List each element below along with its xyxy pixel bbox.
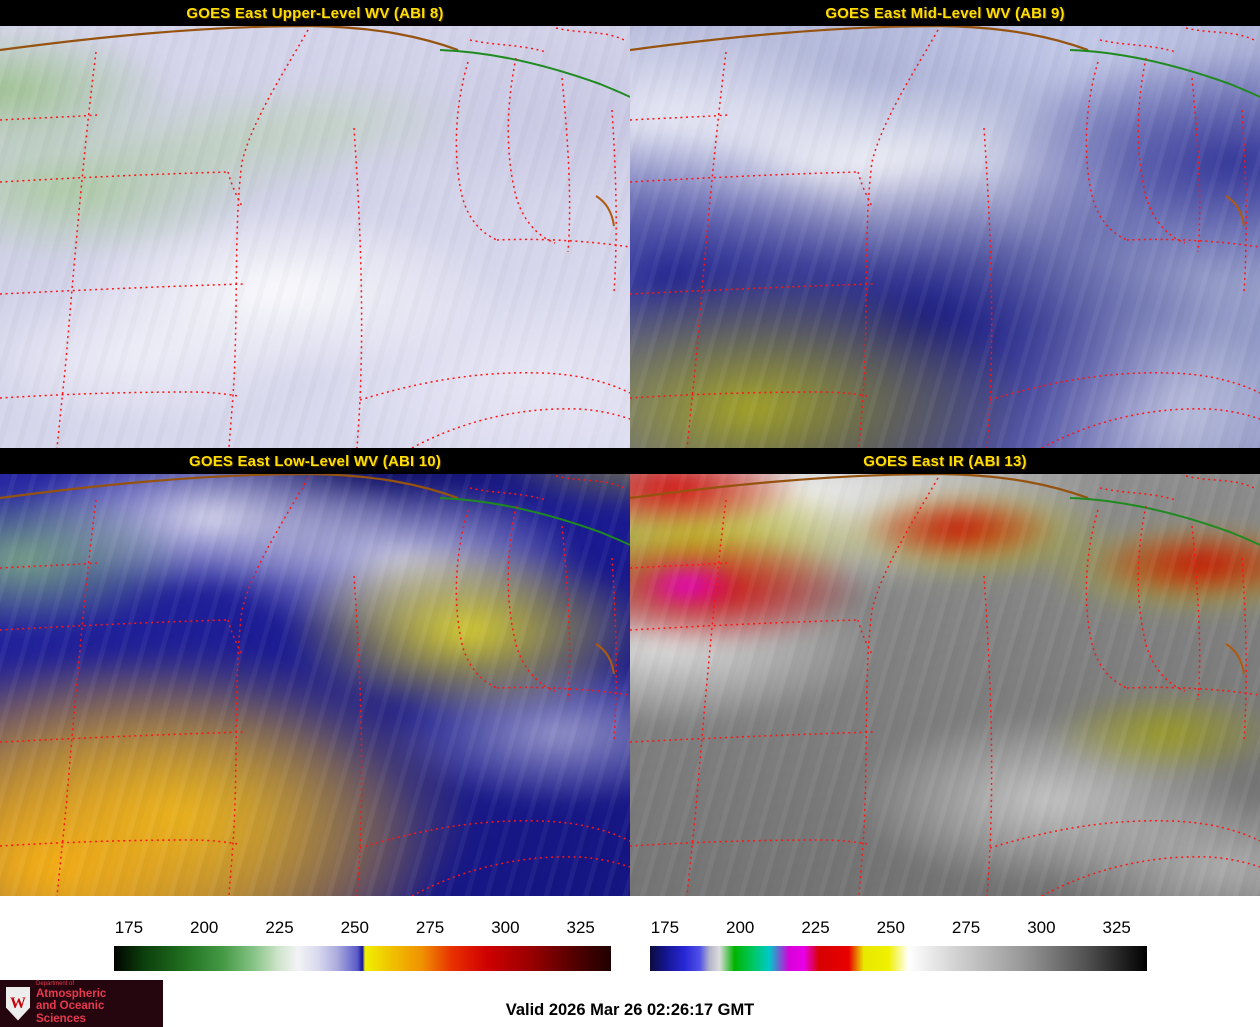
colorbar-ir-gradient [650,946,1147,971]
panel-title-text: GOES East Mid-Level WV (ABI 9) [825,4,1065,22]
panel-title-bar: GOES East IR (ABI 13) [630,448,1260,474]
panel-low-level-wv: GOES East Low-Level WV (ABI 10) [0,448,630,896]
valid-time: Valid 2026 Mar 26 02:26:17 GMT [505,1001,755,1019]
satellite-image-abi10 [0,448,630,896]
uw-aos-logo: W Department of Atmospheric and Oceanic … [0,980,163,1027]
satellite-image-abi13 [630,448,1260,896]
panel-title-text: GOES East IR (ABI 13) [863,452,1027,470]
colorbar-wv-ticks: 175 200 225 250 275 300 325 [114,918,611,942]
panel-title-bar: GOES East Upper-Level WV (ABI 8) [0,0,630,26]
logo-line1: Atmospheric [36,987,107,1000]
colorbar-wv-gradient [114,946,611,971]
panel-upper-level-wv: GOES East Upper-Level WV (ABI 8) [0,0,630,448]
logo-line2: and Oceanic Sciences [36,1000,105,1026]
colorbar-tick-label: 300 [1027,918,1056,937]
cloud-texture [0,448,630,896]
colorbar-tick-label: 325 [566,918,595,937]
state-boundaries-overlay [630,24,1260,448]
panel-title-bar: GOES East Mid-Level WV (ABI 9) [630,0,1260,26]
state-boundaries-overlay [630,472,1260,896]
colorbar-tick-label: 275 [415,918,445,937]
colorbar-tick-label: 200 [726,918,755,937]
satellite-panel-grid: GOES East Upper-Level WV (ABI 8) GOES Ea… [0,0,1260,896]
cloud-texture [630,0,1260,448]
logo-text-block: Department of Atmospheric and Oceanic Sc… [36,981,157,1026]
panel-title-bar: GOES East Low-Level WV (ABI 10) [0,448,630,474]
cloud-texture [630,448,1260,896]
colorbar-ir: 175 200 225 250 275 300 325 [650,918,1147,976]
crest-letter: W [10,994,26,1012]
colorbar-tick-label: 175 [114,918,144,937]
panel-title-text: GOES East Upper-Level WV (ABI 8) [186,4,444,22]
satellite-image-abi9 [630,0,1260,448]
state-boundaries-overlay [0,24,630,448]
panel-ir: GOES East IR (ABI 13) [630,448,1260,896]
cloud-texture [0,0,630,448]
colorbar-tick-label: 275 [951,918,981,937]
colorbar-tick-label: 200 [190,918,219,937]
state-boundaries-overlay [0,472,630,896]
colorbar-tick-label: 250 [340,918,369,937]
colorbar-tick-label: 225 [265,918,294,937]
colorbar-tick-label: 300 [491,918,520,937]
colorbar-tick-label: 175 [650,918,680,937]
panel-title-text: GOES East Low-Level WV (ABI 10) [188,452,442,470]
colorbar-tick-label: 225 [801,918,830,937]
colorbar-tick-label: 250 [876,918,905,937]
satellite-image-abi8 [0,0,630,448]
logo-department-label: Department of [36,981,75,988]
panel-mid-level-wv: GOES East Mid-Level WV (ABI 9) [630,0,1260,448]
colorbar-tick-label: 325 [1102,918,1131,937]
uw-crest-icon: W [6,986,30,1021]
colorbar-ir-ticks: 175 200 225 250 275 300 325 [650,918,1147,942]
colorbar-wv: 175 200 225 250 275 300 325 [114,918,611,976]
